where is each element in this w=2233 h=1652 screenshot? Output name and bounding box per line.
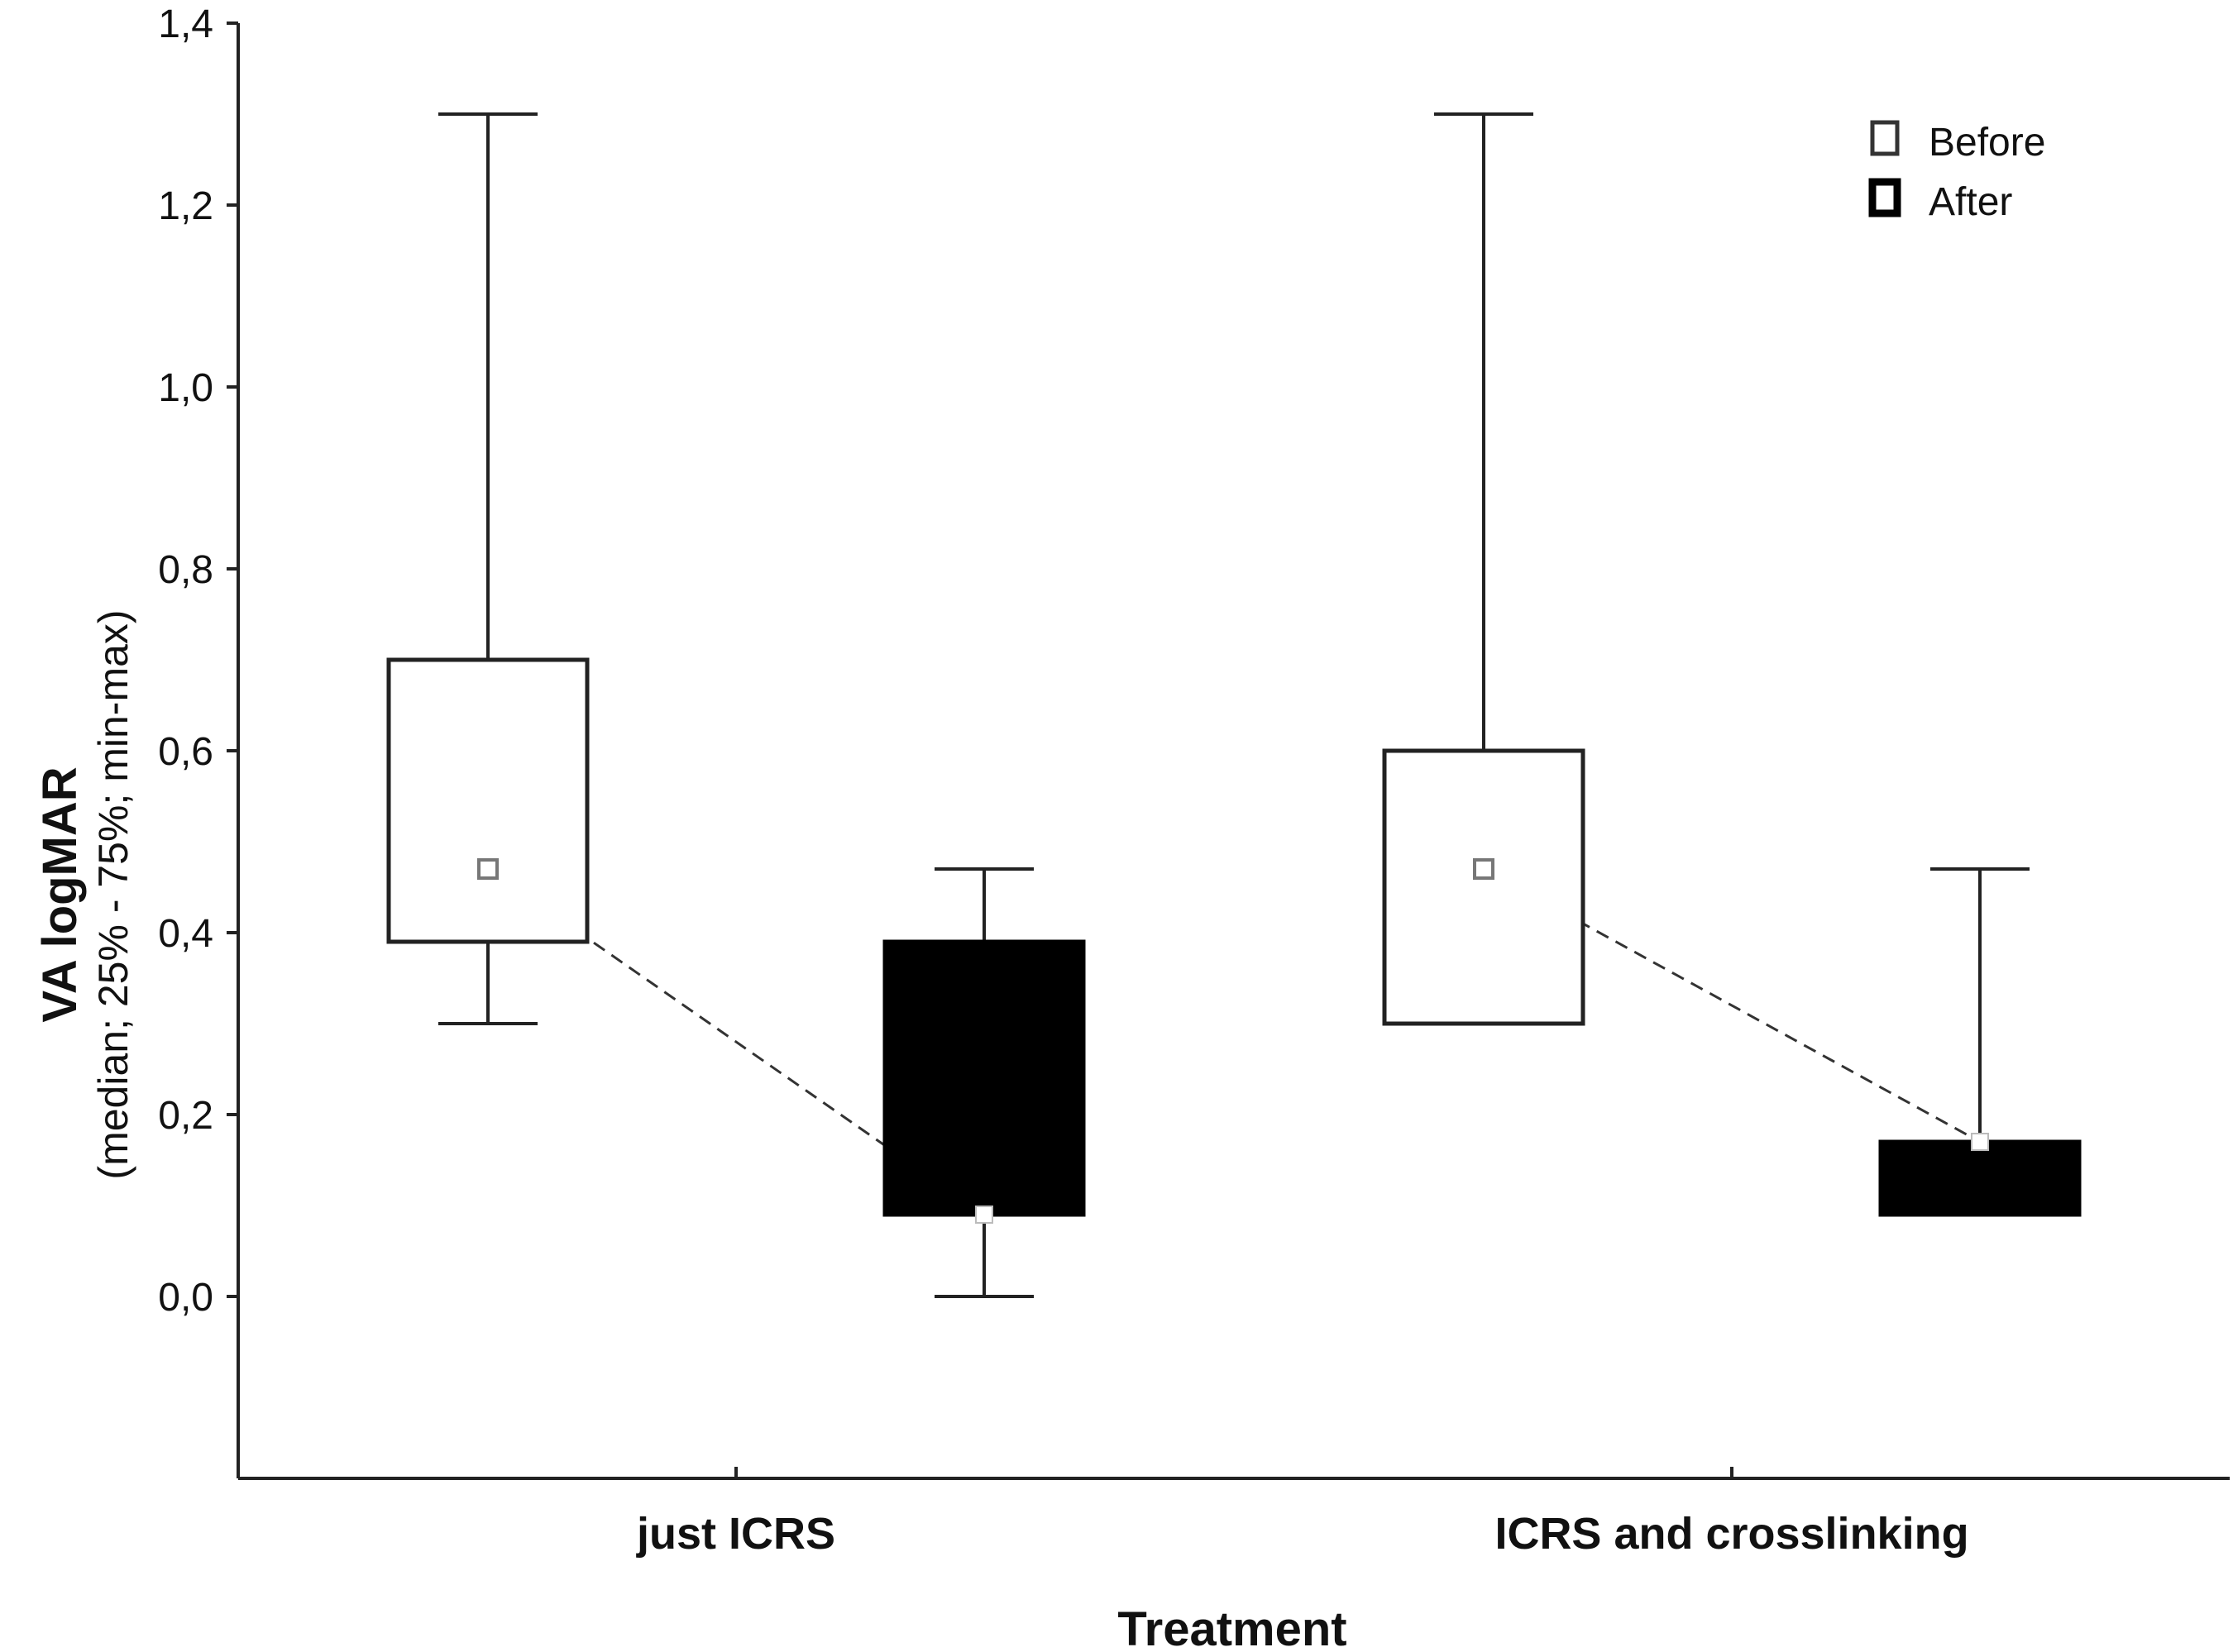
legend-swatch-before xyxy=(1870,120,1900,156)
x-axis-title: Treatment xyxy=(1117,1602,1346,1652)
box-after-0 xyxy=(882,867,1086,1298)
y-tick-label: 0,6 xyxy=(158,730,213,774)
x-category-label: ICRS and crosslinking xyxy=(1494,1509,1968,1559)
iqr-box xyxy=(1878,1139,2082,1217)
y-axis-title: VA logMAR xyxy=(33,766,87,1022)
y-tick-label: 0,0 xyxy=(158,1276,213,1320)
box-after-1 xyxy=(1878,867,2082,1217)
median-marker-after xyxy=(1971,1133,1989,1151)
y-tick-label: 1,4 xyxy=(158,2,213,46)
iqr-box xyxy=(1382,748,1585,1026)
y-axis-subtitle: (median; 25% - 75%; min-max) xyxy=(90,609,136,1179)
y-tick-label: 0,2 xyxy=(158,1094,213,1138)
box-before-1 xyxy=(1382,112,1585,1026)
x-category-label: just ICRS xyxy=(636,1509,835,1559)
iqr-box xyxy=(386,657,590,944)
boxes xyxy=(386,112,2082,1298)
y-ticks: 0,0 0,2 0,4 0,6 0,8 1,0 1,2 1,4 xyxy=(158,2,238,1320)
y-tick-label: 0,4 xyxy=(158,912,213,956)
legend: Before After xyxy=(1868,120,2045,224)
legend-label-before: Before xyxy=(1929,121,2045,165)
y-tick-label: 1,0 xyxy=(158,366,213,410)
y-tick-label: 0,8 xyxy=(158,548,213,592)
median-connectors xyxy=(487,867,1981,1216)
median-markers xyxy=(477,858,1989,1224)
median-marker-before xyxy=(477,858,499,880)
median-marker-after xyxy=(975,1206,993,1224)
y-tick-label: 1,2 xyxy=(158,184,213,228)
x-ticks: just ICRS ICRS and crosslinking xyxy=(636,1467,1969,1559)
legend-swatch-after xyxy=(1868,178,1901,217)
median-marker-before xyxy=(1473,858,1494,880)
iqr-box xyxy=(882,939,1086,1217)
legend-label-after: After xyxy=(1929,180,2012,224)
y-axis-subtitle-group: (median; 25% - 75%; min-max) xyxy=(90,609,136,1179)
box-before-0 xyxy=(386,112,590,1025)
y-axis-title-group: VA logMAR xyxy=(33,766,87,1022)
